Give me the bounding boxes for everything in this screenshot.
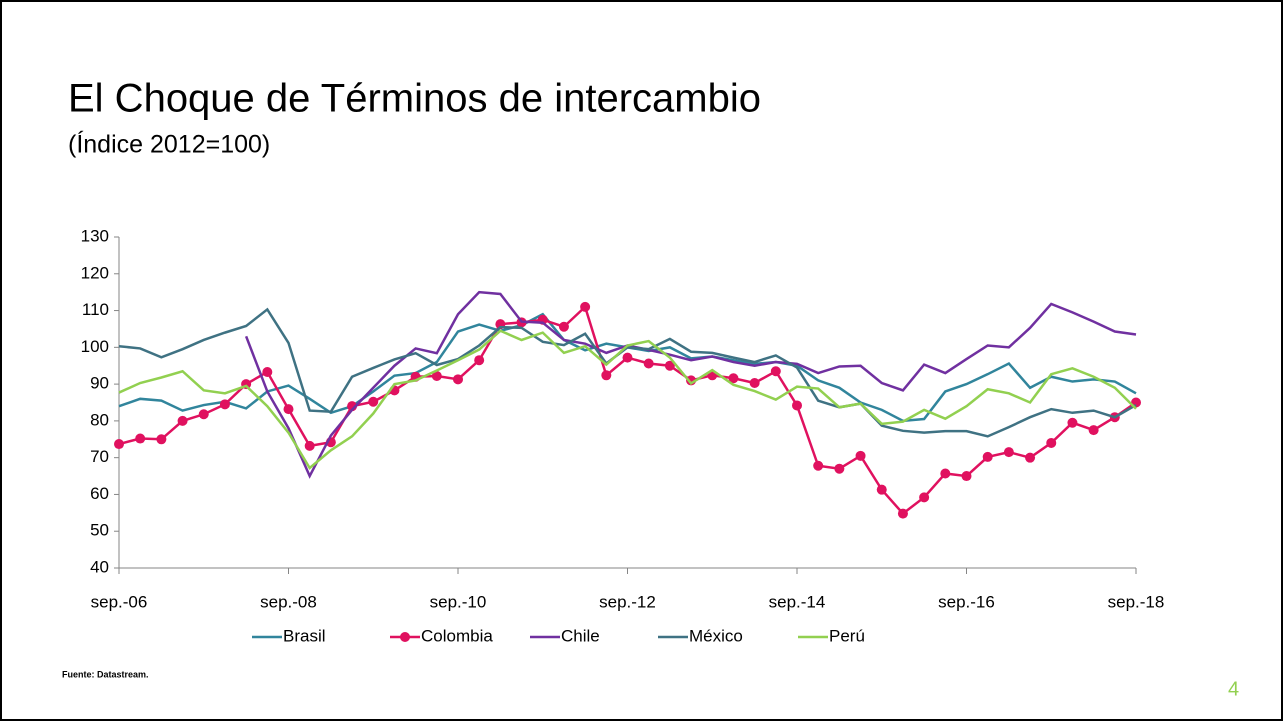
legend-label: Brasil <box>283 626 326 645</box>
slide-subtitle: (Índice 2012=100) <box>68 130 270 159</box>
data-point <box>219 399 230 410</box>
x-tick-label: sep.-14 <box>769 592 826 611</box>
y-tick-label: 60 <box>90 484 109 503</box>
data-point <box>1025 452 1036 463</box>
x-tick-label: sep.-12 <box>599 592 656 611</box>
data-point <box>813 460 824 471</box>
data-point <box>262 366 273 377</box>
data-point <box>1003 447 1014 458</box>
data-point <box>664 360 675 371</box>
data-point <box>643 358 654 369</box>
data-point <box>897 508 908 519</box>
x-tick-label: sep.-08 <box>260 592 317 611</box>
data-point <box>940 468 951 479</box>
data-point <box>834 463 845 474</box>
data-point <box>431 371 442 382</box>
data-point <box>1046 437 1057 448</box>
data-point <box>156 434 167 445</box>
y-tick-label: 110 <box>82 300 109 319</box>
data-point <box>580 301 591 312</box>
y-tick-label: 80 <box>90 410 109 429</box>
data-point <box>304 440 315 451</box>
series-line <box>244 290 1137 479</box>
data-point <box>622 352 633 363</box>
legend-label: Perú <box>829 626 865 645</box>
data-point <box>855 450 866 461</box>
y-tick-label: 50 <box>90 521 109 540</box>
legend-label: Colombia <box>421 626 493 645</box>
data-point <box>982 451 993 462</box>
legend-label: México <box>689 626 743 645</box>
data-point <box>198 409 209 420</box>
page-number: 4 <box>1228 678 1239 700</box>
series-line <box>118 307 1137 438</box>
data-point <box>283 404 294 415</box>
data-point <box>453 374 463 385</box>
source-note: Fuente: Datastream. <box>62 669 149 679</box>
y-tick-label: 120 <box>81 263 109 282</box>
y-tick-label: 40 <box>90 557 109 576</box>
data-point <box>368 396 379 407</box>
legend-marker <box>400 632 410 642</box>
legend-label: Chile <box>561 626 600 645</box>
data-point <box>135 433 146 444</box>
y-tick-label: 100 <box>81 337 109 356</box>
series-line <box>118 329 1137 470</box>
data-point <box>770 366 781 377</box>
x-tick-label: sep.-16 <box>938 592 995 611</box>
data-point <box>558 321 569 332</box>
x-tick-label: sep.-10 <box>430 592 487 611</box>
data-point <box>474 355 485 366</box>
data-point <box>749 378 760 389</box>
data-point <box>876 484 887 495</box>
data-point <box>177 415 188 426</box>
data-point <box>601 370 612 381</box>
data-point <box>792 400 802 411</box>
series-line <box>118 312 1137 423</box>
data-point <box>728 373 739 384</box>
x-tick-label: sep.-06 <box>91 592 148 611</box>
y-tick-label: 90 <box>90 374 109 393</box>
data-point <box>961 471 972 482</box>
y-tick-label: 70 <box>90 447 109 466</box>
slide-title: El Choque de Términos de intercambio <box>68 77 761 121</box>
data-point <box>1088 425 1099 436</box>
y-tick-label: 130 <box>81 226 109 245</box>
data-point <box>1067 417 1078 428</box>
data-point <box>919 492 930 503</box>
data-point <box>114 439 124 450</box>
x-tick-label: sep.-18 <box>1108 592 1165 611</box>
